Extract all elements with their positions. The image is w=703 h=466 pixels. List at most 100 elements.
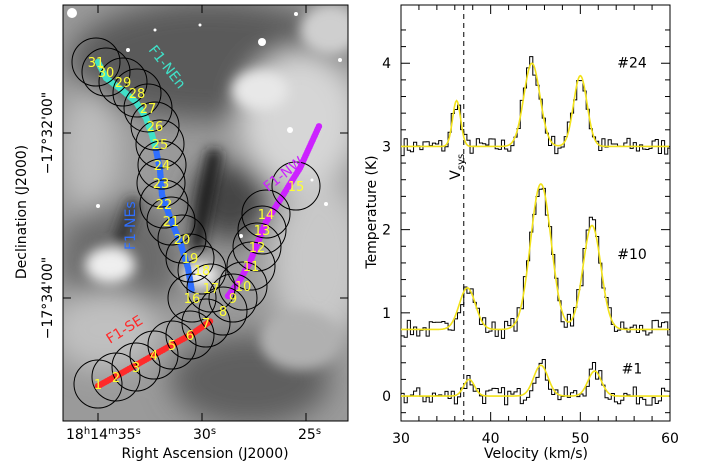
position-number-29: 29 — [115, 76, 132, 91]
position-circle-26 — [130, 101, 180, 151]
position-number-10: 10 — [235, 280, 252, 295]
map-panel: 1 234567891011121314151617181920212223242… — [14, 4, 349, 462]
position-circle-10 — [218, 261, 268, 311]
position-circle-19 — [165, 233, 215, 283]
spectrum-#24 — [401, 56, 670, 157]
filament-label-F1-NEs: F1-NEs — [123, 201, 139, 250]
map-ticks — [63, 5, 348, 421]
position-number-8: 8 — [219, 305, 227, 320]
position-number-14: 14 — [258, 208, 275, 223]
position-circle-7 — [181, 298, 231, 348]
spectrum-fit — [401, 62, 670, 148]
spectrum-fit — [401, 182, 670, 331]
position-number-20: 20 — [174, 233, 191, 248]
position-circle-3 — [111, 342, 161, 392]
y-tick-label-32: −17°32'00" — [40, 92, 56, 174]
x-tick-label-25s: 25s — [298, 426, 321, 443]
position-number-23: 23 — [153, 177, 170, 192]
position-circle-1 — [73, 359, 123, 409]
position-circle-13 — [237, 205, 287, 255]
position-circle-27 — [123, 83, 173, 133]
position-circle-8 — [198, 286, 248, 336]
map-y-axis-title: Declination (J2000) — [14, 145, 30, 279]
spectra — [401, 56, 670, 406]
position-number-24: 24 — [154, 159, 171, 174]
position-number-30: 30 — [98, 66, 115, 81]
position-number-11: 11 — [243, 260, 260, 275]
spectrum-#1 — [401, 359, 670, 406]
position-number-15: 15 — [288, 180, 305, 195]
y-tick-label-0: 0 — [382, 389, 391, 405]
position-circle-28 — [112, 68, 162, 118]
position-number-17: 17 — [203, 282, 220, 297]
position-number-26: 26 — [147, 120, 164, 135]
position-number-7: 7 — [202, 317, 210, 332]
position-circle-18 — [177, 245, 227, 295]
position-number-1: 1 — [94, 378, 102, 393]
series-label-#1: #1 — [622, 362, 643, 378]
position-circle-20 — [157, 214, 207, 264]
position-number-12: 12 — [249, 241, 266, 256]
position-number-4: 4 — [150, 349, 158, 364]
position-number-31: 31 — [88, 56, 105, 71]
position-circle-15 — [271, 161, 321, 211]
position-circle-22 — [139, 179, 189, 229]
position-circle-4 — [129, 330, 179, 380]
y-tick-label-1: 1 — [382, 306, 391, 322]
circles: 1 234567891011121314151617181920212223242… — [71, 37, 321, 409]
position-number-3: 3 — [132, 361, 140, 376]
map-x-axis-title: Right Ascension (J2000) — [121, 446, 288, 462]
position-number-21: 21 — [163, 215, 180, 230]
spectra-y-axis-title: Temperature (K) — [364, 155, 380, 269]
position-circle-12 — [232, 222, 282, 272]
position-circle-31 — [71, 37, 121, 87]
map-frame — [62, 4, 349, 422]
position-circle-14 — [241, 189, 291, 239]
series-labels: #24 #10 #1 — [617, 55, 647, 377]
position-number-28: 28 — [129, 87, 146, 102]
x-tick-label-30s: 30s — [193, 426, 216, 443]
spectrum-histogram — [401, 359, 670, 406]
position-number-22: 22 — [156, 198, 173, 213]
position-circle-6 — [165, 310, 215, 360]
spectrum-#10 — [401, 182, 670, 339]
position-circle-30 — [81, 47, 131, 97]
spectra-x-axis-title: Velocity (km/s) — [484, 446, 588, 462]
x-tick-label-40: 40 — [482, 431, 500, 447]
position-circle-17 — [186, 263, 236, 313]
y-tick-label-2: 2 — [382, 223, 391, 239]
vsys-label: Vsys — [448, 154, 467, 180]
position-number-5: 5 — [168, 339, 176, 354]
spectrum-histogram — [401, 187, 670, 339]
position-number-16: 16 — [184, 292, 201, 307]
series-label-#10: #10 — [617, 247, 647, 263]
y-tick-label-3: 3 — [382, 139, 391, 155]
position-number-25: 25 — [152, 138, 169, 153]
spectrum-histogram — [401, 56, 670, 157]
x-tick-label-35s: 18h14m35s — [66, 426, 141, 443]
position-circle-9 — [208, 273, 258, 323]
position-circle-29 — [98, 57, 148, 107]
x-tick-label-50: 50 — [571, 431, 589, 447]
position-number-2: 2 — [112, 371, 120, 386]
map-background: 1 234567891011121314151617181920212223242… — [63, 5, 348, 421]
position-circle-24 — [137, 140, 187, 190]
spectra-panel: 30 40 50 60 0 1 2 3 4 Vsys #24 #10 #1 Velocity (km… — [364, 4, 679, 462]
position-number-6: 6 — [186, 329, 194, 344]
position-number-19: 19 — [182, 252, 199, 267]
spectra-tick-labels: 30 40 50 60 0 1 2 3 4 — [382, 56, 679, 447]
spectrum-fit — [401, 364, 670, 397]
stars — [67, 8, 342, 238]
position-number-9: 9 — [229, 292, 237, 307]
position-number-27: 27 — [140, 102, 157, 117]
series-label-#24: #24 — [617, 55, 647, 71]
y-tick-label-34: −17°34'00" — [40, 257, 56, 339]
position-circle-25 — [135, 119, 185, 169]
x-tick-label-60: 60 — [661, 431, 679, 447]
y-tick-label-4: 4 — [382, 56, 391, 72]
position-number-18: 18 — [194, 264, 211, 279]
position-circle-23 — [136, 158, 186, 208]
x-tick-label-30: 30 — [392, 431, 410, 447]
position-circle-11 — [226, 241, 276, 291]
